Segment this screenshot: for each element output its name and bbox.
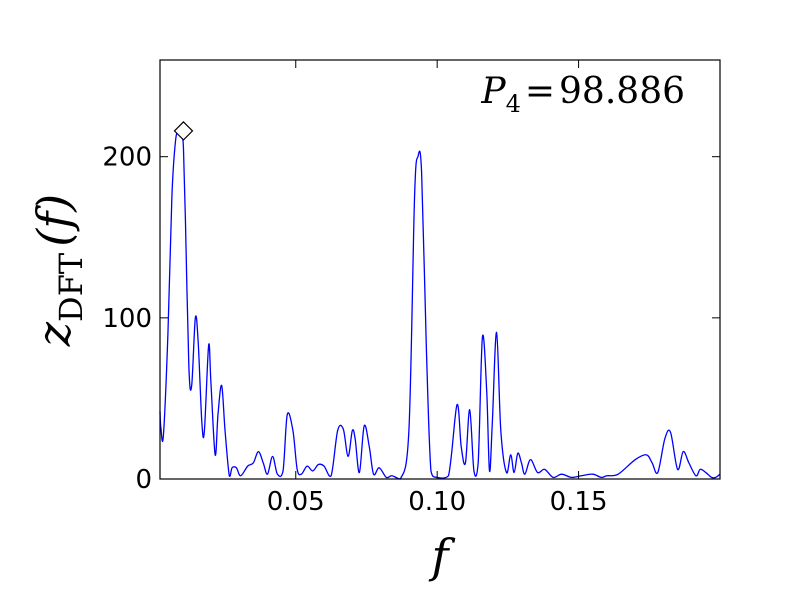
y-axis-label-arg: (f) [27, 194, 81, 247]
annotation-equals: = [525, 71, 555, 112]
annotation-value: 98.886 [559, 71, 685, 112]
series-layer [159, 121, 721, 480]
x-tick-label: 0.15 [550, 487, 608, 517]
annotation-subscript: 4 [506, 90, 521, 118]
x-tick-label: 0.05 [267, 487, 325, 517]
y-axis-label: zDFT (f) [27, 194, 90, 347]
annotation-symbol: P [480, 71, 506, 112]
series-line-0 [159, 129, 721, 480]
x-axis-label: f [428, 529, 455, 583]
period-annotation: P4 = 98.886 [480, 71, 685, 118]
y-tick-label: 200 [102, 143, 152, 173]
peak-marker [173, 121, 194, 141]
x-tick-label: 0.10 [408, 487, 466, 517]
ticks-layer: 0.05 0.10 0.15 0 100 200 [102, 60, 720, 517]
y-axis-label-sub: DFT [52, 252, 90, 322]
plot-frame [159, 59, 721, 480]
y-tick-label: 100 [102, 304, 152, 334]
y-axis-label-main: z [27, 321, 81, 347]
y-tick-label: 0 [135, 465, 152, 495]
